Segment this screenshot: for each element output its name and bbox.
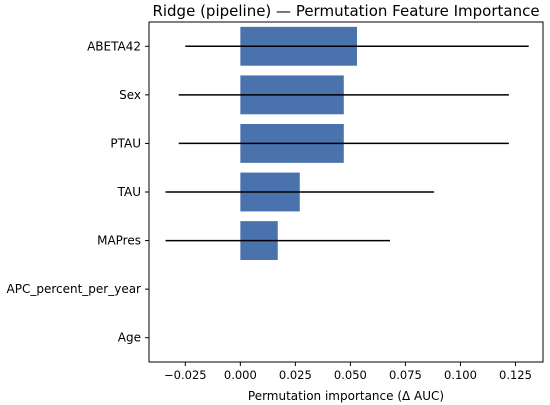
x-tick-label: −0.025 bbox=[164, 368, 207, 382]
x-tick-label: 0.000 bbox=[224, 368, 257, 382]
y-tick-label: TAU bbox=[117, 185, 141, 199]
y-tick-label: Age bbox=[118, 331, 141, 345]
y-tick-label: ABETA42 bbox=[87, 39, 141, 53]
x-tick-label: 0.100 bbox=[444, 368, 477, 382]
y-tick-label: Sex bbox=[119, 88, 141, 102]
y-tick-label: PTAU bbox=[110, 136, 141, 150]
plot-area: −0.025 0.000 0.025 0.050 0.075 0.100 0.125 ABET… bbox=[7, 21, 544, 382]
x-axis-label: Permutation importance (Δ AUC) bbox=[248, 389, 444, 403]
x-tick-label: 0.025 bbox=[279, 368, 312, 382]
y-tick-label: MAPres bbox=[97, 234, 141, 248]
chart-title: Ridge (pipeline) — Permutation Feature I… bbox=[152, 2, 539, 20]
y-tick-label: APC_percent_per_year bbox=[7, 282, 142, 296]
x-tick-label: 0.125 bbox=[499, 368, 532, 382]
x-tick-label: 0.075 bbox=[389, 368, 422, 382]
x-tick-label: 0.050 bbox=[334, 368, 367, 382]
